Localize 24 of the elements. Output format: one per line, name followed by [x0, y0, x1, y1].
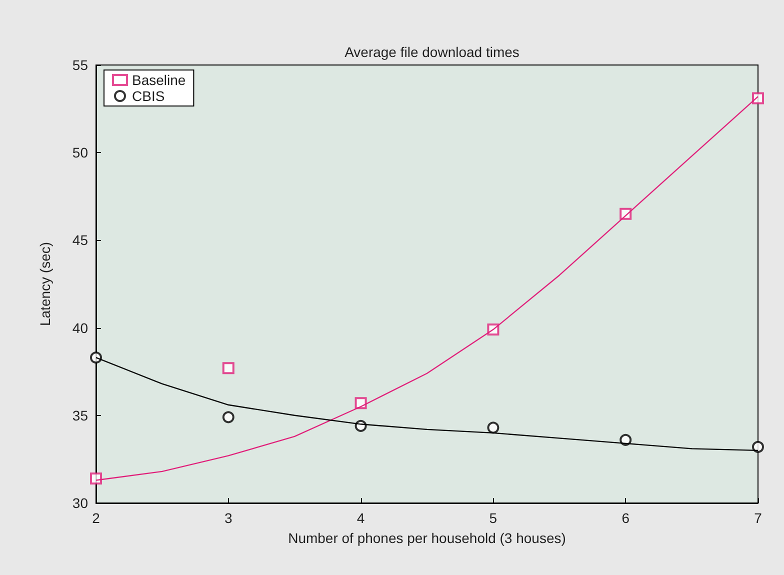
x-axis-title: Number of phones per household (3 houses) [288, 530, 566, 546]
y-tick-label: 55 [72, 57, 88, 73]
x-tick-label: 6 [622, 510, 630, 526]
x-tick-label: 5 [489, 510, 498, 526]
legend-label: Baseline [132, 72, 186, 88]
point [222, 411, 234, 424]
point [487, 422, 500, 434]
y-axis-title: Latency (sec) [37, 242, 53, 326]
y-tick-label: 40 [72, 320, 88, 336]
x-tick-label: 2 [92, 510, 100, 526]
point [222, 362, 234, 374]
y-tick-label: 45 [72, 232, 88, 248]
y-tick-label: 35 [72, 407, 88, 424]
x-tick-label: 7 [754, 510, 762, 526]
y-tick-label: 50 [72, 144, 88, 161]
chart-title: Average file download times [344, 44, 520, 60]
point [90, 472, 102, 484]
x-tick-label: 4 [356, 510, 365, 526]
legend-label: CBIS [132, 88, 165, 104]
y-tick-label: 30 [72, 495, 88, 511]
point [752, 92, 764, 104]
point [752, 440, 764, 453]
x-tick-label: 3 [224, 510, 232, 526]
point [90, 352, 102, 364]
